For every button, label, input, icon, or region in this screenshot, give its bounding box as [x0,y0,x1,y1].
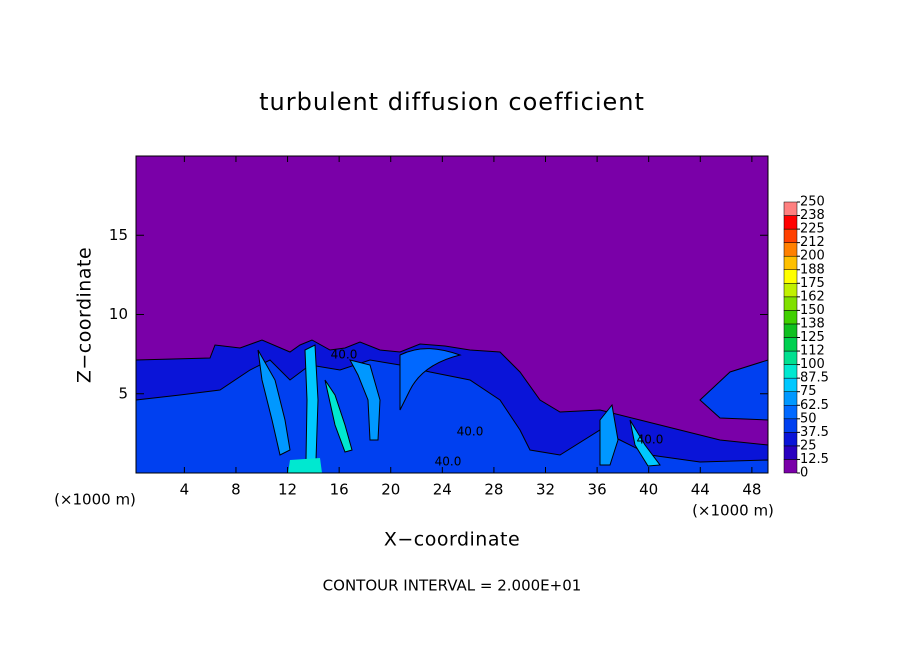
colorbar-swatch [783,364,798,379]
contour-label: 40.0 [435,455,462,469]
x-unit-label: (×1000 m) [54,491,136,509]
field-region [304,344,319,461]
colorbar-label: 188 [800,262,825,277]
colorbar-swatch [783,350,798,365]
x-tick-label: 48 [742,481,761,499]
colorbar-swatch [783,255,798,271]
field-region [629,419,661,467]
colorbar-label: 175 [800,276,825,291]
colorbar-swatch [783,337,798,352]
colorbar-swatch [783,459,798,474]
colorbar-swatch [783,391,798,406]
x-tick-label: 16 [330,481,349,499]
chart-title: turbulent diffusion coefficient [259,88,645,116]
colorbar-swatch [783,296,798,311]
colorbar-label: 50 [800,411,817,426]
colorbar-label: 0 [800,466,808,481]
colorbar-label: 238 [800,208,825,223]
y-tick-label: 10 [109,305,128,323]
field-region [399,348,462,411]
colorbar-label: 87.5 [800,371,829,386]
x-tick-label: 32 [536,481,555,499]
colorbar-label: 162 [800,289,825,304]
colorbar-swatch [783,269,798,284]
colorbar-swatch [783,310,798,325]
field-region [288,458,322,473]
colorbar-label: 225 [800,222,825,237]
x-tick-label: 12 [278,481,297,499]
colorbar-swatch [783,445,798,460]
x-axis-label: X−coordinate [384,529,520,551]
colorbar-label: 212 [800,235,825,250]
contour-field [135,156,769,474]
y-tick-label: 15 [109,226,128,244]
colorbar-label: 100 [800,357,825,372]
x-tick-label: 4 [180,481,190,499]
x-tick-label: 36 [588,481,607,499]
colorbar-swatch [783,323,798,338]
colorbar-swatch [783,201,798,216]
field-region [324,379,353,453]
colorbar-label: 62.5 [800,398,829,413]
colorbar-swatch [783,377,798,392]
field-region [349,359,381,441]
field-region [599,403,619,466]
x-tick-label: 28 [484,481,503,499]
colorbar-swatch [783,283,798,298]
y-axis-label: Z−coordinate [74,247,96,383]
colorbar-label: 112 [800,344,825,359]
contour-label: 40.0 [457,425,484,439]
x-tick-label: 8 [231,481,241,499]
colorbar-swatch [783,228,798,243]
colorbar-label: 75 [800,384,817,399]
contour-label: 40.0 [637,433,664,447]
colorbar-swatch [783,242,798,257]
contour-label: 40.0 [331,348,358,362]
colorbar-label: 250 [800,195,825,210]
field-region [257,349,291,456]
colorbar-swatch [783,418,798,433]
colorbar-label: 200 [800,249,825,264]
colorbar-swatch [783,215,798,230]
x-tick-label: 20 [381,481,400,499]
x-unit-label: (×1000 m) [692,502,774,520]
contour-interval: CONTOUR INTERVAL = 2.000E+01 [323,577,582,595]
y-tick-label: 5 [118,384,128,402]
colorbar-label: 25 [800,438,817,453]
colorbar-swatch [783,432,798,447]
colorbar-label: 150 [800,303,825,318]
colorbar-label: 138 [800,316,825,331]
x-tick-label: 24 [433,481,452,499]
colorbar-label: 37.5 [800,425,829,440]
x-tick-label: 44 [691,481,710,499]
colorbar-label: 125 [800,330,825,345]
colorbar-label: 12.5 [800,452,829,467]
x-tick-label: 40 [639,481,658,499]
colorbar-swatch [783,405,798,420]
